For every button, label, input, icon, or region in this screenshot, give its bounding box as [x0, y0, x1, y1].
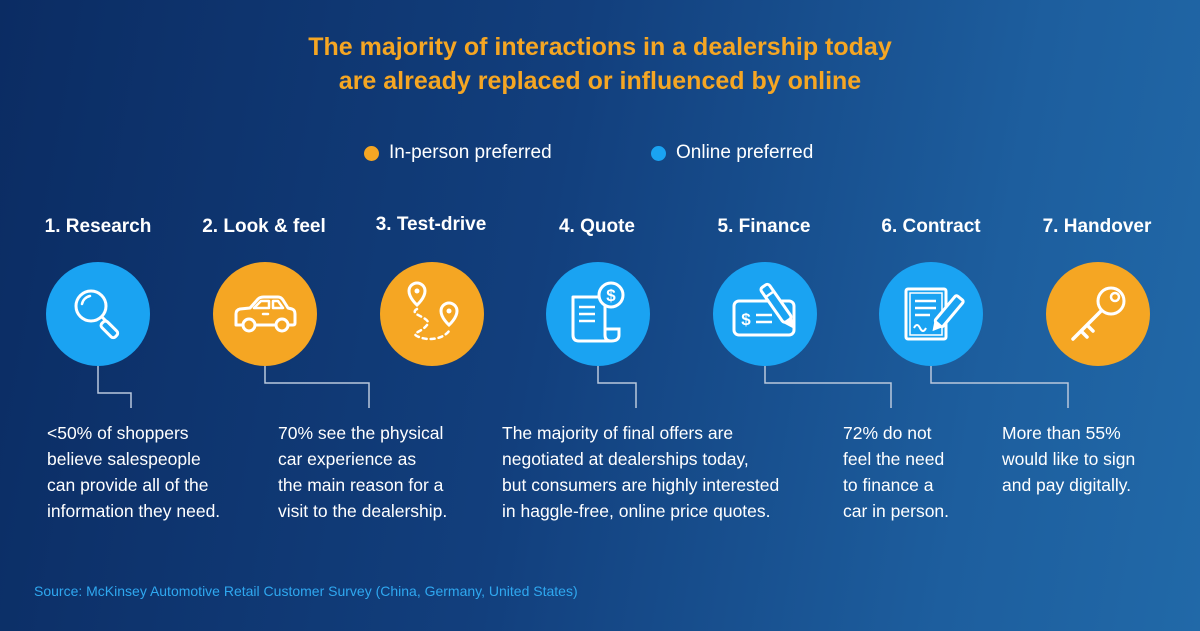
title-line-2: are already replaced or influenced by on… — [338, 67, 862, 95]
key-icon — [1071, 286, 1126, 341]
check-pen-icon: $ — [732, 282, 796, 337]
desc-line: feel the need — [843, 449, 945, 469]
desc-line: can provide all of the — [47, 475, 209, 495]
step-label-contract: 6. Contract — [881, 216, 981, 237]
desc-line: car experience as — [278, 449, 417, 469]
desc-line: would like to sign — [1002, 449, 1136, 469]
desc-line: but consumers are highly interested — [502, 475, 780, 495]
step-circle-research — [46, 262, 150, 366]
legend-online: Online preferred — [651, 142, 813, 164]
desc-line: the main reason for a — [278, 475, 444, 495]
connector-research — [97, 366, 132, 408]
connector-contract — [930, 366, 1069, 408]
magnifier-icon — [74, 289, 120, 340]
step-label-look-feel: 2. Look & feel — [202, 216, 326, 237]
infographic-title: The majority of interactions in a dealer… — [0, 30, 1200, 98]
desc-contract: More than 55% would like to sign and pay… — [1002, 420, 1135, 498]
step-label-test-drive: 3. Test-drive — [375, 214, 487, 235]
desc-quote: The majority of final offers are negotia… — [502, 420, 779, 524]
desc-finance: 72% do not feel the need to finance a ca… — [843, 420, 949, 524]
step-label-quote: 4. Quote — [558, 216, 635, 237]
desc-line: believe salespeople — [47, 449, 201, 469]
desc-line: More than 55% — [1002, 423, 1121, 443]
legend-in-person-label: In-person preferred — [389, 142, 552, 163]
step-circle-handover — [1046, 262, 1150, 366]
step-circle-finance: $ — [713, 262, 817, 366]
connector-look-feel — [264, 366, 370, 408]
desc-line: information they need. — [47, 501, 221, 521]
step-label-research: 1. Research — [44, 216, 152, 237]
desc-line: 72% do not — [843, 423, 932, 443]
step-circle-look-feel — [213, 262, 317, 366]
title-line-1: The majority of interactions in a dealer… — [308, 33, 892, 61]
route-pins-icon — [407, 281, 459, 341]
svg-text:$: $ — [741, 310, 751, 329]
legend-in-person: In-person preferred — [364, 142, 552, 164]
desc-line: The majority of final offers are — [502, 423, 734, 443]
desc-line: and pay digitally. — [1002, 475, 1132, 495]
car-icon — [234, 295, 297, 333]
desc-line: 70% see the physical — [278, 423, 444, 443]
source-note: Source: McKinsey Automotive Retail Custo… — [34, 583, 578, 599]
connector-quote — [597, 366, 637, 408]
step-circle-quote: $ — [546, 262, 650, 366]
desc-line: in haggle-free, online price quotes. — [502, 501, 771, 521]
blue-dot-icon — [651, 145, 666, 161]
step-label-handover: 7. Handover — [1042, 216, 1152, 237]
step-label-finance: 5. Finance — [717, 216, 811, 237]
legend-online-label: Online preferred — [676, 142, 814, 163]
desc-line: negotiated at dealerships today, — [502, 449, 749, 469]
connector-finance — [764, 366, 892, 408]
desc-line: car in person. — [843, 501, 950, 521]
svg-text:$: $ — [606, 286, 616, 305]
desc-line: to finance a — [843, 475, 934, 495]
step-circle-contract — [879, 262, 983, 366]
desc-line: <50% of shoppers — [47, 423, 189, 443]
desc-research: <50% of shoppers believe salespeople can… — [47, 420, 220, 524]
price-quote-icon: $ — [571, 281, 625, 343]
orange-dot-icon — [364, 145, 379, 161]
contract-sign-icon — [904, 287, 965, 341]
step-circle-test-drive — [380, 262, 484, 366]
desc-line: visit to the dealership. — [278, 501, 448, 521]
desc-look-feel: 70% see the physical car experience as t… — [278, 420, 447, 524]
